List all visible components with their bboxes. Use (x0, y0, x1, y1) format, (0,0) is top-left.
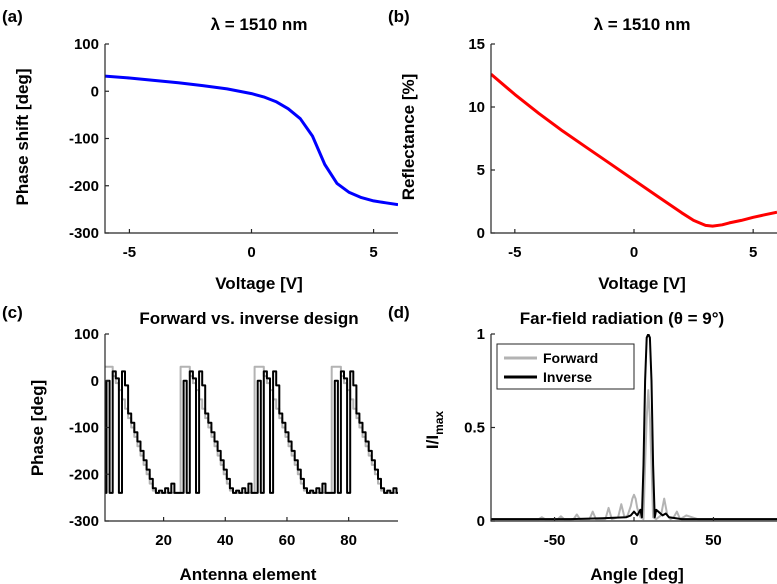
panel-letter: (a) (2, 7, 23, 26)
plot-area (105, 74, 398, 207)
x-tick-label: 0 (630, 244, 638, 261)
x-tick-label: 20 (155, 532, 172, 549)
x-tick-label: 0 (247, 244, 255, 261)
y-tick-label: 100 (74, 326, 99, 343)
x-tick-label: 40 (217, 532, 234, 549)
y-tick-label: -100 (69, 420, 99, 437)
legend-box (496, 343, 635, 390)
axes-frame (104, 44, 398, 234)
y-tick-label: 5 (477, 162, 485, 179)
panel-c: (c) Forward vs. inverse design Antenna e… (2, 303, 398, 584)
legend-label: Forward (543, 350, 598, 366)
x-tick-label: -5 (508, 244, 521, 261)
y-axis-label: Reflectance [%] (399, 74, 418, 201)
y-tick-label: 0 (477, 225, 485, 242)
series-line (491, 73, 777, 228)
panel-d: (d) Far-field radiation (θ = 9°) Angle [… (388, 303, 777, 584)
axes-frame (490, 44, 777, 234)
y-axis-label: Phase [deg] (28, 380, 47, 476)
y-axis-label: Phase shift [deg] (13, 69, 32, 206)
chart-title: Far-field radiation (θ = 9°) (520, 309, 724, 328)
plot-area (491, 334, 777, 521)
x-axis-label: Voltage [V] (598, 274, 686, 293)
x-axis-label: Voltage [V] (215, 274, 303, 293)
series-line (105, 74, 398, 207)
panel-a: (a) λ = 1510 nm Voltage [V] Phase shift … (2, 7, 398, 293)
y-tick-label: -300 (69, 513, 99, 530)
x-tick-label: 80 (340, 532, 357, 549)
y-tick-label: -100 (69, 131, 99, 148)
y-axis-label: I/Imax (423, 411, 446, 450)
panel-letter: (b) (388, 7, 410, 26)
y-tick-label: -200 (69, 466, 99, 483)
y-tick-label: 0 (91, 373, 99, 390)
x-tick-label: -5 (123, 244, 136, 261)
x-tick-label: 5 (369, 244, 377, 261)
x-tick-label: 50 (705, 532, 722, 549)
series-line-inverse (491, 334, 777, 521)
y-axis-label-main: I/I (423, 435, 442, 449)
x-axis-label: Antenna element (180, 565, 317, 584)
y-tick-label: 15 (468, 36, 485, 53)
plot-area (491, 73, 777, 228)
plot-area (105, 365, 398, 494)
y-tick-label: 10 (468, 99, 485, 116)
legend-label: Inverse (543, 369, 592, 385)
series-line-inverse (105, 370, 398, 494)
series-line-forward (491, 389, 777, 521)
legend: Forward Inverse (496, 343, 635, 390)
panel-letter: (d) (388, 303, 410, 322)
chart-title: λ = 1510 nm (211, 15, 308, 34)
panel-letter: (c) (2, 303, 23, 322)
x-tick-label: 60 (279, 532, 296, 549)
y-tick-label: -300 (69, 225, 99, 242)
y-tick-label: 1 (477, 326, 485, 343)
y-tick-label: 0.5 (464, 420, 485, 437)
chart-title: Forward vs. inverse design (139, 309, 358, 328)
x-axis-label: Angle [deg] (590, 565, 684, 584)
y-tick-label: 0 (477, 513, 485, 530)
y-axis-label-sub: max (432, 411, 446, 435)
y-tick-label: 100 (74, 36, 99, 53)
x-tick-label: 5 (749, 244, 757, 261)
x-tick-label: -50 (544, 532, 566, 549)
chart-title: λ = 1510 nm (594, 15, 691, 34)
x-tick-label: 0 (630, 532, 638, 549)
y-tick-label: 0 (91, 83, 99, 100)
y-tick-label: -200 (69, 178, 99, 195)
panel-b: (b) λ = 1510 nm Voltage [V] Reflectance … (388, 7, 777, 293)
